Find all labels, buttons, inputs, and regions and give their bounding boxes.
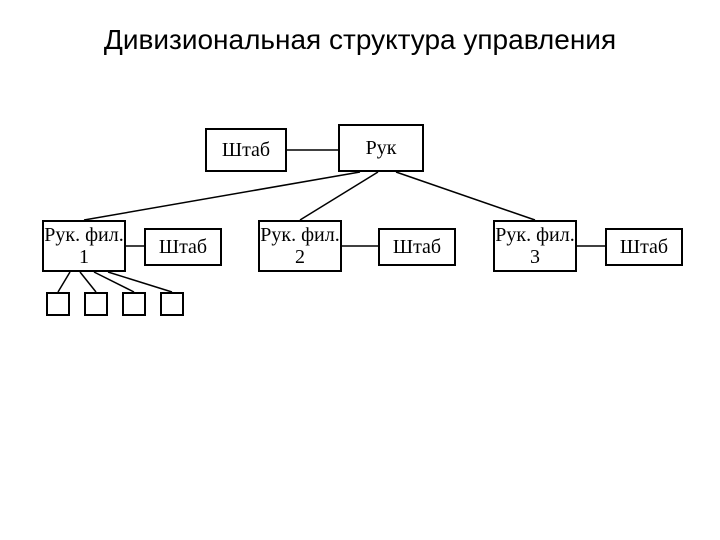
edge-9 <box>94 272 134 292</box>
small-node-0 <box>46 292 70 316</box>
small-node-1 <box>84 292 108 316</box>
edge-3 <box>396 172 535 220</box>
node-div1_head: Рук. фил. 1 <box>42 220 126 272</box>
edge-1 <box>84 172 360 220</box>
node-div3_staff: Штаб <box>605 228 683 266</box>
edge-7 <box>58 272 70 292</box>
node-div2_head: Рук. фил. 2 <box>258 220 342 272</box>
node-div2_staff: Штаб <box>378 228 456 266</box>
edge-2 <box>300 172 378 220</box>
node-div1_staff: Штаб <box>144 228 222 266</box>
page-title: Дивизиональная структура управления <box>0 24 720 56</box>
small-node-2 <box>122 292 146 316</box>
edge-8 <box>80 272 96 292</box>
node-div3_head: Рук. фил. 3 <box>493 220 577 272</box>
node-top_staff: Штаб <box>205 128 287 172</box>
small-node-3 <box>160 292 184 316</box>
edge-10 <box>108 272 172 292</box>
node-ceo: Рук <box>338 124 424 172</box>
